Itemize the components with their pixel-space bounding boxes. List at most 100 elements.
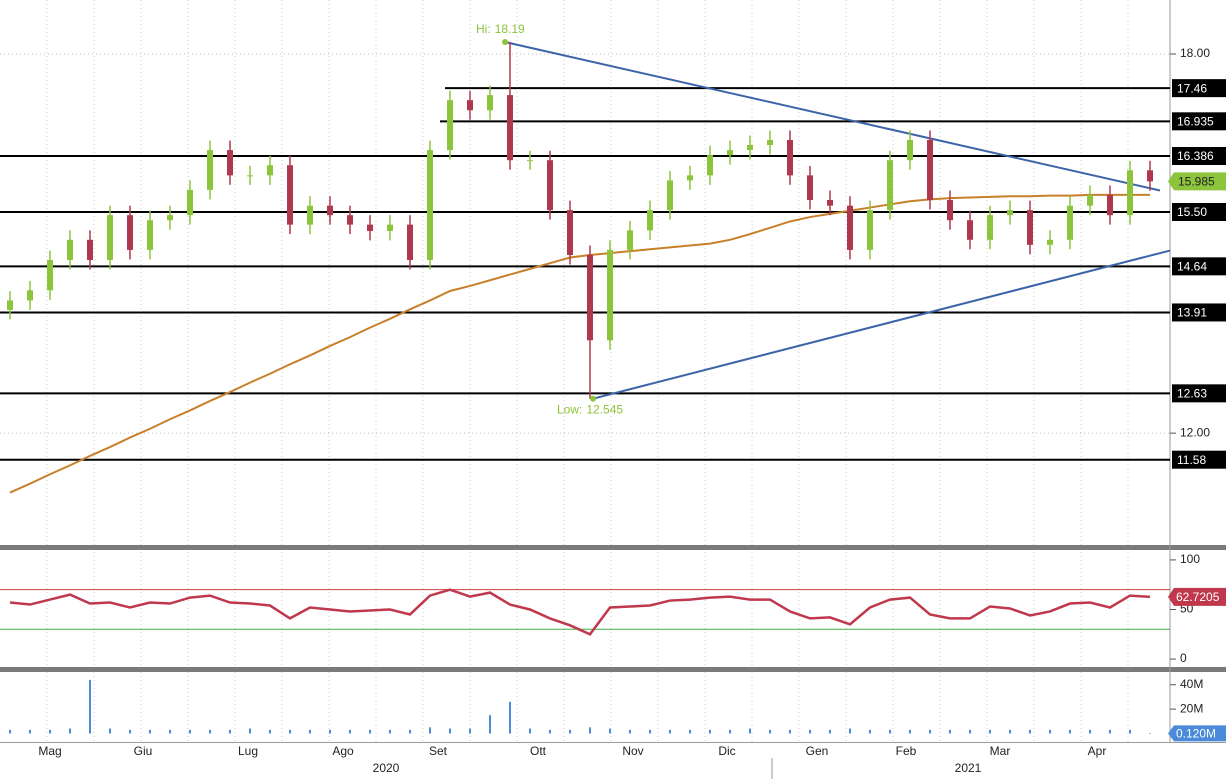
volume-bar (429, 727, 431, 734)
candle-body (67, 239, 73, 261)
volume-bar (189, 729, 191, 734)
candle-body (787, 139, 793, 176)
volume-bar (569, 729, 571, 734)
candle-body (887, 160, 893, 211)
candle-body (807, 175, 813, 200)
candle-body (427, 150, 433, 261)
last-price-tag (1168, 172, 1226, 191)
trendline (504, 41, 1161, 192)
y-tick-label: 12.00 (1180, 425, 1210, 439)
candle-body (747, 145, 753, 151)
volume-bar (9, 729, 11, 734)
candle-body (507, 95, 513, 161)
y-tick-label: 18.00 (1180, 46, 1210, 60)
volume-bar (749, 728, 751, 734)
candle-body (927, 139, 933, 200)
level-tag (1172, 202, 1226, 221)
level-label: 16.935 (1177, 114, 1214, 128)
volume-bar (509, 701, 511, 734)
volume-bar (809, 729, 811, 734)
volume-bar (709, 729, 711, 734)
volume-bar (629, 729, 631, 734)
volume-bar (1029, 729, 1031, 734)
candle-body (247, 175, 253, 177)
volume-bar (989, 729, 991, 734)
trendline (592, 249, 1171, 400)
x-tick-label: Feb (896, 744, 917, 758)
x-tick-label: Ott (530, 744, 547, 758)
candle-body (47, 260, 53, 291)
volume-tag (1168, 725, 1226, 742)
candle-body (547, 160, 553, 211)
volume-bar (869, 729, 871, 734)
volume-bar (349, 729, 351, 734)
x-axis-line (0, 742, 1226, 743)
last-price-label: 15.985 (1178, 175, 1215, 189)
candle-body (967, 220, 973, 240)
volume-bar (969, 729, 971, 734)
candle-body (207, 150, 213, 190)
candle-body (567, 210, 573, 255)
volume-bar (589, 727, 591, 734)
level-label: 15.50 (1177, 205, 1207, 219)
candle-body (1107, 194, 1113, 216)
panel-divider (0, 545, 1226, 550)
volume-bar (249, 728, 251, 734)
x-tick-label: Mag (38, 744, 61, 758)
candle-body (647, 210, 653, 231)
rsi-tag (1168, 587, 1226, 606)
volume-bar (1069, 729, 1071, 734)
level-tag (1172, 79, 1226, 98)
candle-body (867, 210, 873, 250)
rsi-line (9, 588, 1151, 636)
volume-bar (529, 728, 531, 734)
volume-bar (69, 728, 71, 734)
candle-body (147, 220, 153, 250)
x-tick-label: Lug (238, 744, 258, 758)
volume-bar (229, 729, 231, 734)
candle-body (1067, 205, 1073, 240)
volume-bar (949, 729, 951, 734)
candle-body (907, 139, 913, 161)
volume-bar (449, 728, 451, 734)
volume-bar (1109, 729, 1111, 734)
candle-body (267, 165, 273, 176)
rsi-tick-label: 100 (1180, 552, 1200, 566)
moving-average (9, 193, 1150, 494)
candle-body (467, 100, 473, 111)
level-label: 17.46 (1177, 81, 1207, 95)
panel-divider (0, 667, 1226, 672)
candle-body (347, 215, 353, 225)
level-tag (1172, 257, 1226, 276)
volume-bar (769, 729, 771, 734)
volume-bar (1089, 729, 1091, 734)
volume-bar (329, 729, 331, 734)
volume-bar (889, 729, 891, 734)
candle-body (387, 224, 393, 231)
candle-body (1007, 210, 1013, 216)
x-tick-label: Set (429, 744, 448, 758)
annotation-value: 18.19 (495, 22, 525, 36)
candle-body (1127, 170, 1133, 216)
candle-body (87, 239, 93, 261)
candle-body (727, 150, 733, 156)
candle-body (1147, 170, 1153, 182)
volume-bar (1129, 729, 1131, 734)
level-label: 12.63 (1177, 387, 1207, 401)
level-tag (1172, 112, 1226, 131)
candle-body (707, 155, 713, 176)
rsi-tick-label: 0 (1180, 651, 1187, 665)
volume-bar (109, 728, 111, 734)
candle-body (7, 300, 13, 310)
volume-bar (89, 679, 91, 734)
volume-bar (849, 728, 851, 734)
volume-bar (689, 729, 691, 734)
volume-bar (829, 729, 831, 734)
candle-body (127, 215, 133, 250)
candle-body (1027, 210, 1033, 245)
volume-bar (1049, 729, 1051, 734)
x-tick-label: Gen (806, 744, 829, 758)
candle-body (227, 150, 233, 176)
